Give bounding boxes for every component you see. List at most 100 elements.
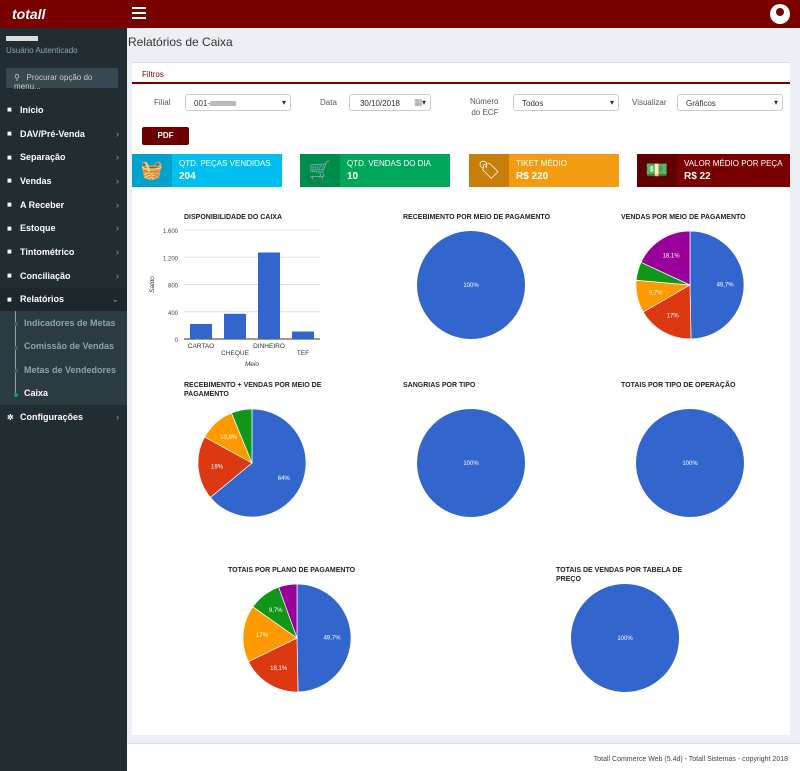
chevron-right-icon: ›: [116, 152, 119, 163]
sidebar-item[interactable]: ■ Estoque ›: [0, 216, 127, 240]
chevron-down-icon: ⌄: [111, 293, 119, 304]
sidebar-item[interactable]: ■ Separação ›: [0, 145, 127, 169]
sidebar-item[interactable]: ■ Início: [0, 98, 127, 122]
chevron-right-icon: ›: [116, 270, 119, 281]
sidebar-item[interactable]: ■ DAV/Pré-Venda ›: [0, 122, 127, 146]
menu-toggle-icon[interactable]: [132, 7, 146, 19]
pie-slice[interactable]: [247, 637, 299, 693]
user-avatar-icon[interactable]: [770, 4, 790, 24]
y-tick-label: 1.600: [163, 229, 179, 235]
sidebar-item[interactable]: ■ Vendas ›: [0, 169, 127, 193]
sidebar-item-configuracoes[interactable]: ✲ Configurações ›: [0, 405, 127, 429]
chart-title: RECEBIMENTO + VENDAS POR MEIO DE PAGAMEN…: [184, 382, 322, 398]
kpi-value: R$ 22: [684, 171, 711, 182]
submenu-item[interactable]: Metas de Vendedores: [0, 358, 127, 382]
chevron-right-icon: ›: [116, 128, 119, 139]
slice-label: 100%: [682, 461, 698, 467]
chevron-right-icon: ›: [116, 246, 119, 257]
chart-title: SANGRIAS POR TIPO: [403, 382, 476, 389]
kpi-title: VALOR MÉDIO POR PEÇA: [684, 159, 783, 168]
bar[interactable]: [258, 252, 280, 339]
search-placeholder: Procurar opção do menu...: [14, 73, 93, 91]
chart-title: TOTAIS DE VENDAS POR TABELA DE PREÇO: [556, 567, 683, 583]
pie-slice[interactable]: [209, 408, 307, 518]
x-tick-label: CHEQUE: [221, 350, 249, 357]
slice-label: 19%: [211, 464, 224, 470]
menu-search-input[interactable]: ⚲ Procurar opção do menu...: [6, 68, 118, 91]
home-icon: ■: [7, 105, 12, 115]
pie-slice[interactable]: [417, 409, 525, 517]
drop-icon: ■: [7, 247, 12, 257]
cart-icon: 🛒: [300, 154, 340, 187]
pie-slice[interactable]: [417, 231, 525, 339]
sidebar-item-label: A Receber: [20, 199, 65, 210]
ecf-label-line1: Número: [470, 97, 499, 106]
kpi-title: QTD. VENDAS DO DIA: [347, 159, 432, 168]
kpi-value: 204: [179, 171, 196, 182]
pie-slice[interactable]: [571, 584, 679, 692]
bar[interactable]: [292, 331, 314, 339]
submenu-item[interactable]: Caixa: [0, 382, 127, 406]
slice-label: 9,7%: [649, 291, 663, 297]
basket-icon: 🧺: [132, 154, 172, 187]
redacted-block: [210, 101, 237, 107]
submenu-item[interactable]: Comissão de Vendas: [0, 335, 127, 359]
pie-slice[interactable]: [278, 583, 298, 639]
sidebar-item[interactable]: ■ Conciliação ›: [0, 264, 127, 288]
car-icon: ■: [7, 129, 12, 139]
kpi-box: 🧺 QTD. PEÇAS VENDIDAS 204: [132, 154, 282, 187]
filial-select[interactable]: 001-: [185, 94, 291, 111]
slice-label: 100%: [617, 636, 633, 642]
bag-icon: ■: [7, 176, 12, 186]
y-tick-label: 400: [168, 311, 179, 317]
y-axis-label: Saldo: [149, 276, 156, 293]
tags-icon: ■: [7, 223, 12, 233]
kpi-box: 🛒 QTD. VENDAS DO DIA 10: [300, 154, 450, 187]
bar[interactable]: [190, 324, 212, 339]
sidebar-item[interactable]: ■ Relatórios ⌄: [0, 287, 127, 312]
logo[interactable]: totall: [12, 6, 46, 22]
calendar-icon[interactable]: ▦: [414, 97, 423, 107]
pie-slice[interactable]: [642, 284, 692, 340]
user-name-redacted: [6, 36, 38, 41]
sidebar-item-label: Vendas: [20, 175, 52, 186]
footer: Totall Commerce Web (5.4d) - Totall Sist…: [127, 743, 800, 771]
page-title: Relatórios de Caixa: [128, 35, 233, 49]
ecf-label-line2: do ECF: [471, 108, 499, 117]
pdf-button[interactable]: PDF: [142, 127, 189, 145]
pie-slice[interactable]: [242, 606, 298, 663]
card-icon: ■: [7, 271, 12, 281]
ecf-label: Número do ECF: [470, 96, 498, 118]
pie-slice[interactable]: [231, 408, 253, 464]
visualizar-value: Gráficos: [686, 99, 716, 108]
slice-label: 18,1%: [270, 666, 288, 672]
sidebar-nav: ■ Início ■ DAV/Pré-Venda › ■ Separação › ■ Vendas…: [0, 98, 127, 429]
sidebar-item[interactable]: ■ A Receber ›: [0, 193, 127, 217]
date-input[interactable]: 30/10/2018: [349, 94, 431, 111]
chart-title: TOTAIS POR TIPO DE OPERAÇÃO: [621, 382, 736, 389]
x-tick-label: CARTAO: [188, 343, 215, 350]
pie-slice[interactable]: [640, 230, 691, 286]
top-bar: totall: [0, 0, 800, 28]
sidebar-item-label: Conciliação: [20, 270, 71, 281]
pie-slice[interactable]: [689, 230, 745, 340]
bar[interactable]: [224, 313, 246, 339]
sidebar-item-label: Tintométrico: [20, 246, 75, 257]
date-value: 30/10/2018: [359, 99, 400, 108]
sidebar-item-label: Estoque: [20, 223, 56, 234]
kpi-value: 10: [347, 171, 359, 182]
ecf-select[interactable]: Todos: [513, 94, 619, 111]
tree-line: [15, 311, 16, 398]
ecf-value: Todos: [522, 99, 544, 108]
kpi-value: R$ 220: [516, 171, 549, 182]
visualizar-select[interactable]: Gráficos: [677, 94, 783, 111]
x-axis-label: Meio: [245, 361, 259, 368]
submenu-item[interactable]: Indicadores de Metas: [0, 311, 127, 335]
sidebar: Usuário Autenticado ⚲ Procurar opção do …: [0, 28, 127, 771]
pie-slice[interactable]: [636, 409, 744, 517]
pie-slice[interactable]: [296, 583, 352, 693]
pie-slice[interactable]: [197, 436, 253, 498]
sidebar-item[interactable]: ■ Tintométrico ›: [0, 240, 127, 264]
charts-svg: 0 400 800 1.200 1.600 CARTAO CHEQUE DINHEIRO TEF…: [149, 229, 745, 693]
slice-label: 64%: [278, 476, 291, 482]
